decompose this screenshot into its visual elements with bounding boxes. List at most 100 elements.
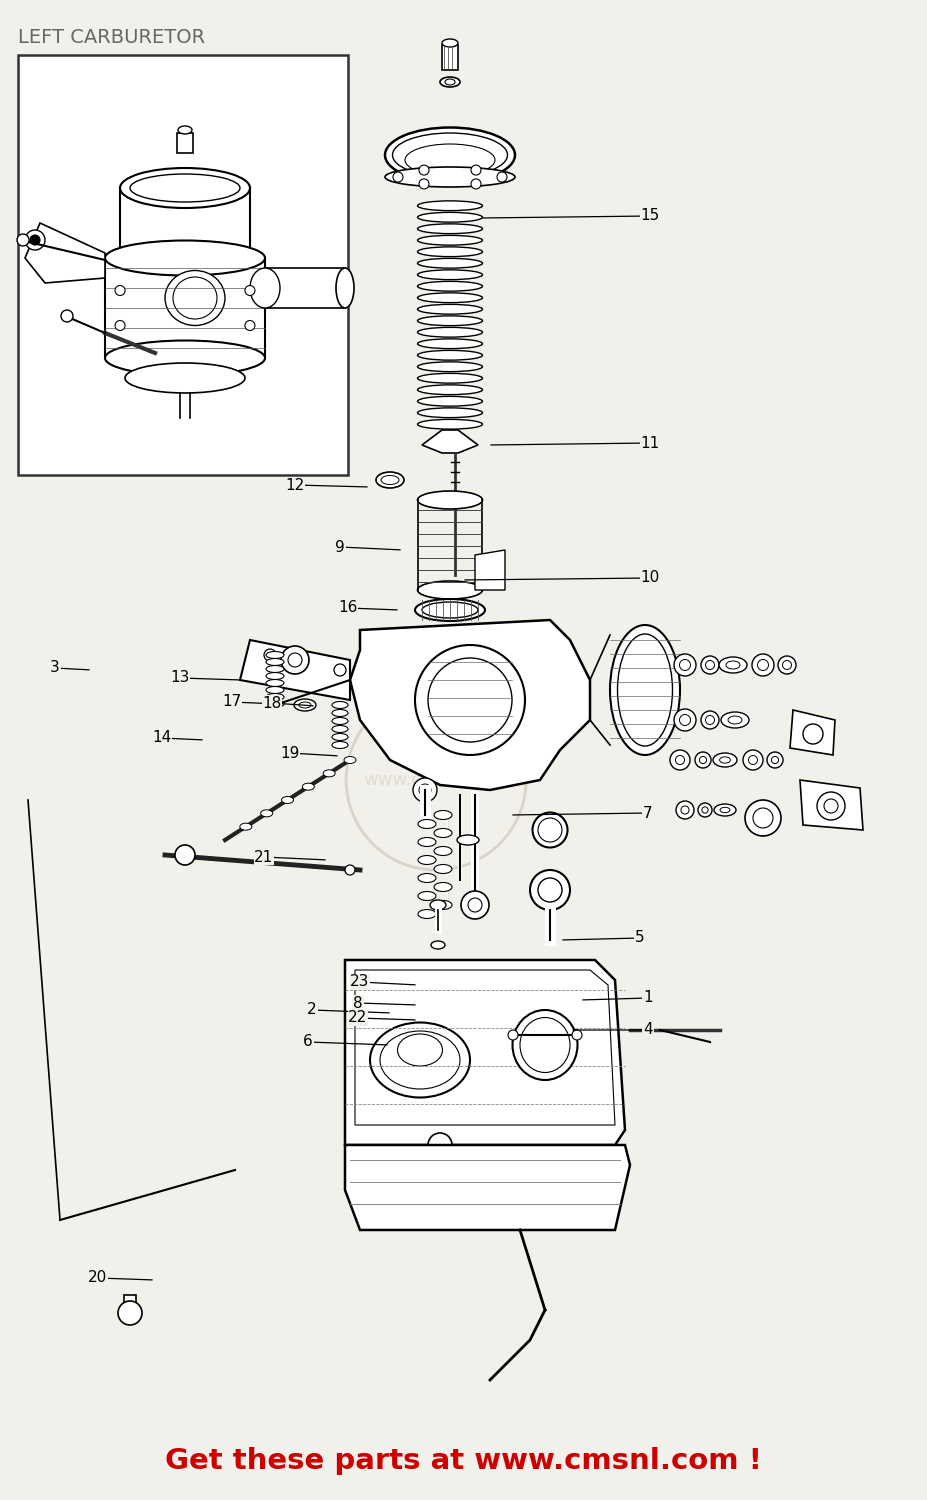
Bar	[441, 45, 458, 70]
Polygon shape	[355, 970, 615, 1125]
Ellipse shape	[519, 1017, 569, 1072]
Bar	[18, 56, 348, 476]
Polygon shape	[240, 640, 349, 700]
Ellipse shape	[434, 810, 451, 819]
Ellipse shape	[332, 710, 348, 717]
Text: 12: 12	[286, 477, 304, 492]
Ellipse shape	[417, 909, 436, 918]
Ellipse shape	[404, 144, 494, 176]
Ellipse shape	[718, 758, 730, 764]
Ellipse shape	[700, 711, 718, 729]
Ellipse shape	[302, 783, 314, 790]
Ellipse shape	[725, 662, 739, 669]
Ellipse shape	[675, 756, 684, 765]
Circle shape	[263, 650, 275, 662]
Ellipse shape	[385, 128, 514, 183]
Text: 23: 23	[349, 975, 369, 990]
Ellipse shape	[332, 726, 348, 732]
Ellipse shape	[417, 420, 482, 429]
Ellipse shape	[417, 374, 482, 382]
Circle shape	[115, 285, 125, 296]
Polygon shape	[422, 430, 477, 453]
Ellipse shape	[701, 807, 707, 813]
Circle shape	[427, 1132, 451, 1156]
Ellipse shape	[417, 213, 482, 222]
Ellipse shape	[332, 741, 348, 748]
Ellipse shape	[417, 396, 482, 406]
Ellipse shape	[417, 304, 482, 313]
Ellipse shape	[538, 818, 562, 842]
Ellipse shape	[743, 750, 762, 770]
Circle shape	[823, 800, 837, 813]
Circle shape	[414, 645, 525, 754]
Circle shape	[245, 321, 255, 330]
Circle shape	[744, 800, 781, 836]
Circle shape	[392, 172, 402, 182]
Circle shape	[345, 865, 355, 874]
Ellipse shape	[719, 807, 730, 813]
Ellipse shape	[417, 292, 482, 303]
Ellipse shape	[266, 666, 284, 672]
Circle shape	[245, 285, 255, 296]
Ellipse shape	[697, 802, 711, 818]
Ellipse shape	[439, 76, 460, 87]
Ellipse shape	[417, 339, 482, 348]
Text: 20: 20	[88, 1270, 108, 1286]
Ellipse shape	[434, 900, 451, 909]
Ellipse shape	[417, 362, 482, 372]
Circle shape	[467, 898, 481, 912]
Ellipse shape	[422, 602, 477, 618]
Text: 18: 18	[262, 696, 281, 711]
Ellipse shape	[281, 796, 293, 804]
Text: 19: 19	[280, 746, 299, 760]
Ellipse shape	[720, 712, 748, 728]
Ellipse shape	[332, 702, 348, 708]
Ellipse shape	[417, 819, 436, 828]
Ellipse shape	[679, 714, 690, 726]
Circle shape	[118, 1300, 142, 1324]
Ellipse shape	[430, 940, 445, 950]
Ellipse shape	[417, 386, 482, 394]
Ellipse shape	[266, 693, 284, 700]
Circle shape	[507, 1030, 517, 1039]
Text: LEFT CARBURETOR: LEFT CARBURETOR	[18, 28, 205, 46]
Text: 8: 8	[353, 996, 362, 1011]
Ellipse shape	[414, 598, 485, 621]
Ellipse shape	[172, 278, 217, 320]
Ellipse shape	[713, 804, 735, 816]
Ellipse shape	[718, 657, 746, 674]
Ellipse shape	[712, 753, 736, 766]
Circle shape	[281, 646, 309, 674]
Polygon shape	[345, 1144, 629, 1230]
Bar	[124, 1294, 136, 1312]
Ellipse shape	[748, 756, 756, 765]
Text: 16: 16	[338, 600, 357, 615]
Ellipse shape	[125, 363, 245, 393]
Ellipse shape	[417, 258, 482, 268]
Ellipse shape	[417, 351, 482, 360]
Text: Get these parts at www.cmsnl.com !: Get these parts at www.cmsnl.com !	[165, 1448, 762, 1474]
Ellipse shape	[609, 626, 679, 754]
Circle shape	[571, 1030, 581, 1039]
Circle shape	[471, 178, 480, 189]
Text: 3: 3	[50, 660, 60, 675]
Text: 6: 6	[303, 1035, 312, 1050]
Circle shape	[538, 878, 562, 902]
Polygon shape	[789, 710, 834, 754]
Polygon shape	[349, 620, 590, 790]
Ellipse shape	[417, 873, 436, 882]
Polygon shape	[345, 960, 624, 1144]
Ellipse shape	[266, 651, 284, 658]
Text: 22: 22	[348, 1011, 367, 1026]
Ellipse shape	[417, 224, 482, 234]
Circle shape	[461, 891, 489, 920]
Circle shape	[427, 658, 512, 742]
Ellipse shape	[767, 752, 782, 768]
Text: 5: 5	[634, 930, 644, 945]
Ellipse shape	[417, 282, 482, 291]
Ellipse shape	[673, 654, 695, 676]
Ellipse shape	[705, 660, 714, 669]
Circle shape	[30, 236, 40, 244]
Ellipse shape	[445, 80, 454, 86]
Circle shape	[115, 321, 125, 330]
